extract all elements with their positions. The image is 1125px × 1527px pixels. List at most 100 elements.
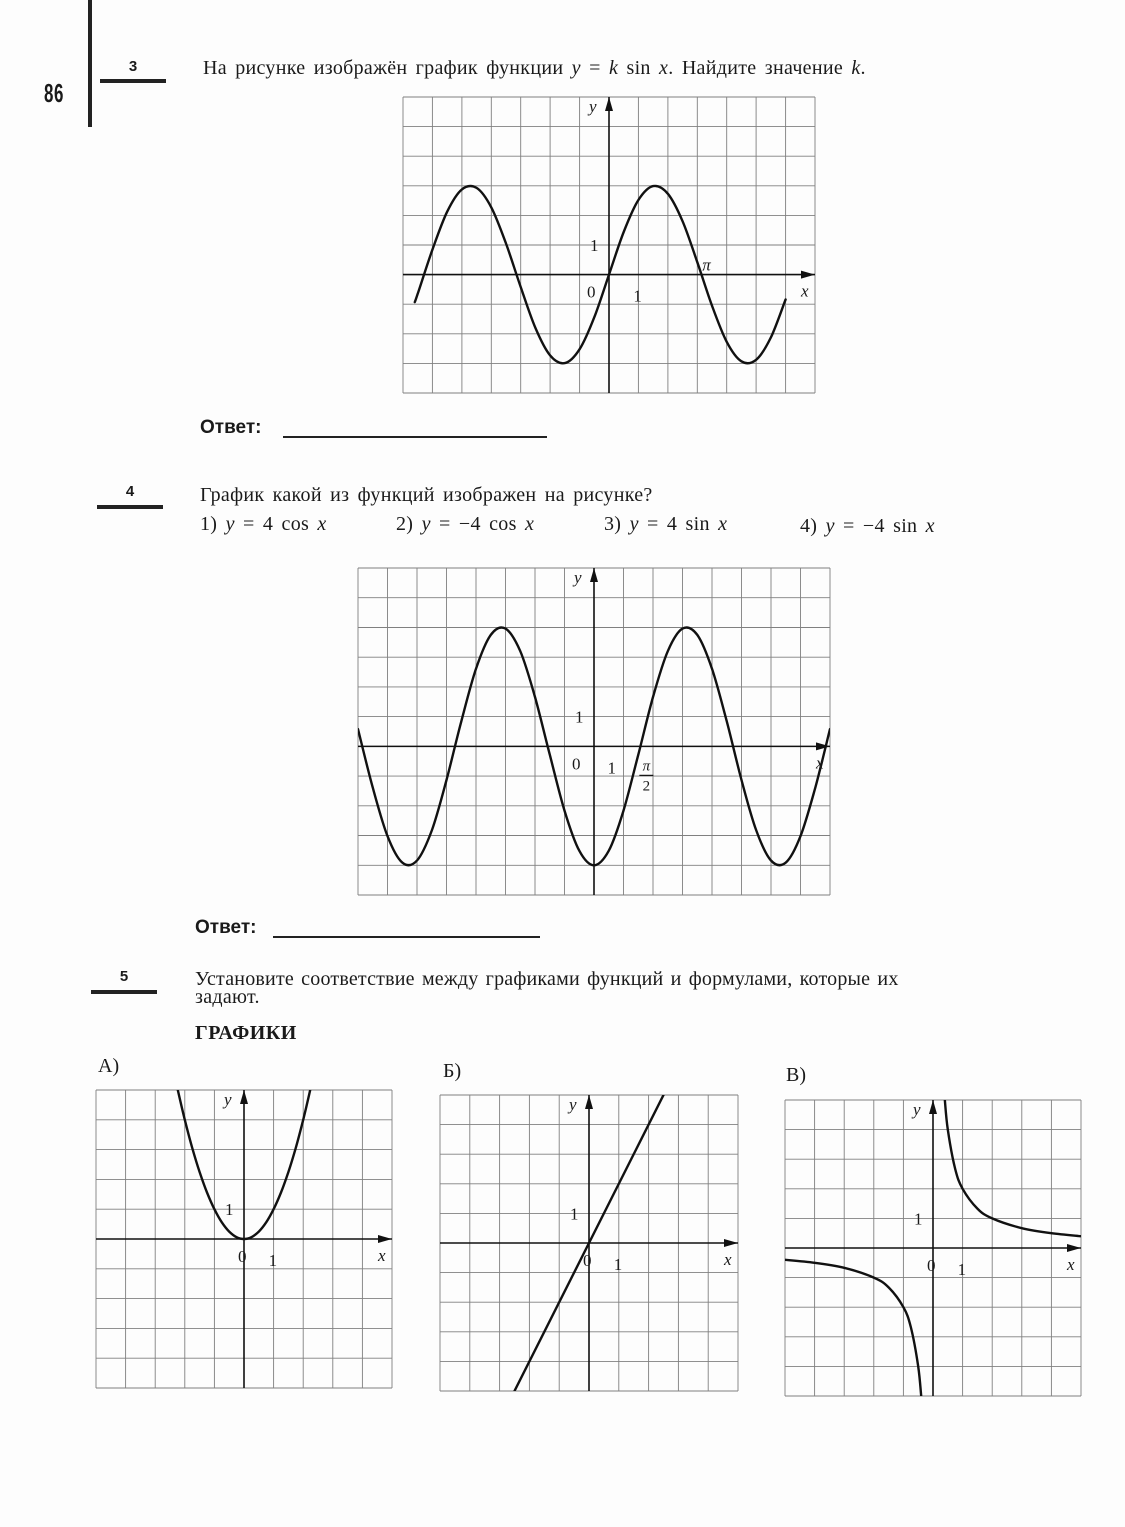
- math-variable: y: [629, 513, 639, 535]
- text-segment: .: [860, 57, 866, 79]
- x-tick-label-1: 1: [958, 1260, 967, 1279]
- task-3-bar: [100, 79, 166, 83]
- task-5-heading: ГРАФИКИ: [195, 1022, 297, 1044]
- text-segment: = −4 cos: [430, 513, 525, 535]
- x-axis-label: x: [800, 282, 809, 301]
- task-4-option-2: 2) y = −4 cos x: [396, 513, 534, 536]
- x-axis-label: x: [815, 753, 824, 772]
- origin-label: 0: [583, 1251, 592, 1270]
- origin-label: 0: [572, 754, 581, 773]
- text-segment: Установите соответствие между графиками …: [195, 968, 899, 990]
- x-axis-arrow-icon: [1067, 1244, 1081, 1252]
- task-3-number: 3: [128, 58, 138, 75]
- task-4-option-1: 1) y = 4 cos x: [200, 513, 327, 536]
- pi-half-numerator: π: [643, 758, 651, 774]
- text-segment: 2): [396, 513, 422, 535]
- y-axis-arrow-icon: [585, 1095, 593, 1109]
- text-segment: = −4 sin: [834, 515, 926, 537]
- y-axis-label: y: [222, 1090, 232, 1109]
- origin-label: 0: [927, 1256, 936, 1275]
- task-4-option-3: 3) y = 4 sin x: [604, 513, 727, 536]
- text-segment: График какой из функций изображен на рис…: [200, 484, 653, 506]
- task-3-question: На рисунке изображён график функции y = …: [203, 57, 866, 80]
- graph-c: y x 0 1 1: [784, 1099, 1082, 1397]
- graph-a: y x 0 1 1: [95, 1089, 393, 1389]
- y-tick-label-1: 1: [570, 1204, 579, 1223]
- x-tick-label-1: 1: [614, 1255, 623, 1274]
- math-variable: k: [609, 57, 619, 79]
- task-4-question: График какой из функций изображен на рис…: [200, 484, 653, 507]
- graph-b: y x 0 1 1: [439, 1094, 739, 1392]
- text-segment: На рисунке изображён график функции: [203, 57, 572, 79]
- page-number: 86: [44, 78, 65, 108]
- graph-c-label: В): [786, 1064, 806, 1086]
- text-segment: задают.: [195, 986, 260, 1008]
- graph-b-label: Б): [443, 1060, 462, 1082]
- y-axis-label: y: [572, 568, 582, 587]
- x-tick-label-1: 1: [608, 758, 617, 777]
- x-axis-label: x: [723, 1250, 732, 1269]
- math-variable: y: [571, 57, 581, 79]
- task-4-graph: y x 0 1 1 π 2: [357, 567, 831, 896]
- text-segment: 3): [604, 513, 630, 535]
- x-axis-arrow-icon: [378, 1235, 392, 1243]
- function-curve: [176, 1090, 312, 1241]
- task-4-answer-field[interactable]: [273, 936, 540, 938]
- y-axis-arrow-icon: [929, 1100, 937, 1114]
- y-tick-label-1: 1: [590, 236, 599, 255]
- text-segment: 1): [200, 513, 226, 535]
- function-curve: [513, 1095, 665, 1391]
- function-curve: [943, 1100, 1081, 1238]
- text-segment: =: [580, 57, 609, 79]
- math-variable: x: [659, 57, 669, 79]
- x-axis-arrow-icon: [724, 1239, 738, 1247]
- margin-bar: [88, 0, 92, 127]
- y-axis-arrow-icon: [605, 97, 613, 111]
- x-tick-label-1: 1: [633, 287, 642, 306]
- x-axis-label: x: [377, 1246, 386, 1265]
- function-curve: [358, 626, 830, 867]
- task-5-number: 5: [119, 968, 129, 985]
- task-5-question-line-2: задают.: [195, 987, 260, 1007]
- math-variable: y: [421, 513, 431, 535]
- task-5-bar: [91, 990, 157, 994]
- math-variable: y: [825, 515, 835, 537]
- pi-label: π: [702, 256, 711, 275]
- task-3-answer-field[interactable]: [283, 436, 547, 438]
- text-segment: = 4 sin: [638, 513, 719, 535]
- math-variable: k: [851, 57, 861, 79]
- math-variable: x: [925, 515, 935, 537]
- math-variable: x: [317, 513, 327, 535]
- text-segment: . Найдите значение: [668, 57, 852, 79]
- task-3-graph: y x 0 1 1 π: [402, 96, 816, 394]
- origin-label: 0: [238, 1247, 247, 1266]
- x-axis-arrow-icon: [816, 742, 830, 751]
- graph-a-label: А): [98, 1055, 120, 1077]
- text-segment: 4): [800, 515, 826, 537]
- text-segment: sin: [618, 57, 660, 79]
- origin-label: 0: [587, 283, 596, 302]
- function-curve: [785, 1258, 923, 1396]
- y-tick-label-1: 1: [914, 1209, 923, 1228]
- task-4-answer-label: Ответ:: [195, 917, 257, 938]
- y-axis-label: y: [567, 1095, 577, 1114]
- x-axis-label: x: [1066, 1255, 1075, 1274]
- task-4-bar: [97, 505, 163, 509]
- y-axis-arrow-icon: [590, 568, 598, 582]
- task-3-answer-label: Ответ:: [200, 417, 262, 438]
- y-axis-label: y: [911, 1100, 921, 1119]
- math-variable: x: [718, 513, 728, 535]
- text-segment: = 4 cos: [234, 513, 318, 535]
- x-axis-arrow-icon: [801, 270, 815, 279]
- task-5-question-line-1: Установите соответствие между графиками …: [195, 968, 899, 991]
- y-tick-label-1: 1: [575, 708, 584, 727]
- math-variable: x: [524, 513, 535, 535]
- x-tick-label-1: 1: [269, 1251, 278, 1270]
- y-axis-arrow-icon: [240, 1090, 248, 1104]
- task-4-option-4: 4) y = −4 sin x: [800, 515, 935, 538]
- y-tick-label-1: 1: [225, 1200, 234, 1219]
- pi-half-denominator: 2: [643, 778, 651, 794]
- math-variable: y: [225, 513, 235, 535]
- y-axis-label: y: [587, 97, 597, 116]
- function-curve: [413, 184, 787, 365]
